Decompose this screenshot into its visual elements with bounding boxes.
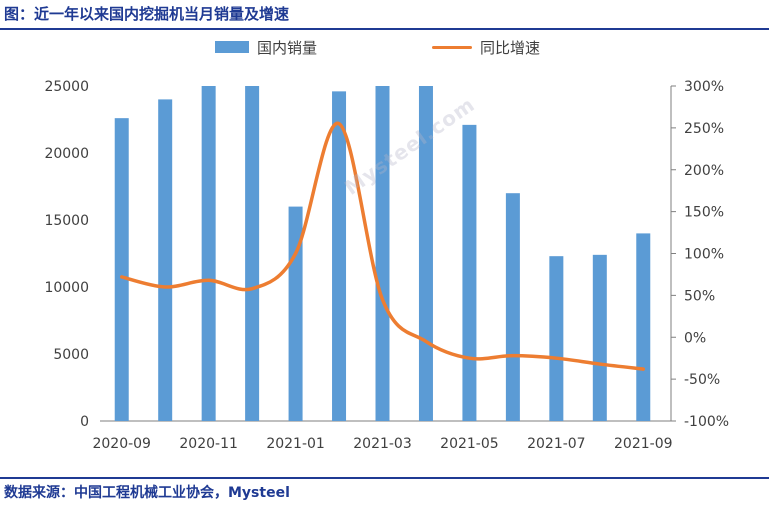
source-divider	[0, 477, 769, 479]
left-y-axis: 0 5000 10000 15000 20000 25000	[44, 79, 89, 430]
legend-bar-label: 国内销量	[257, 38, 318, 57]
x-tick-label: 2021-03	[353, 436, 412, 452]
bar-2021-06	[505, 193, 520, 421]
bar-2021-02	[332, 91, 347, 422]
bar-2020-12	[245, 86, 260, 421]
title-divider	[0, 28, 769, 30]
bar-2020-11	[201, 86, 216, 421]
chart-plot: 0 5000 10000 15000 20000 25000 -100% -50% 0% 50%…	[44, 79, 729, 452]
bar-2021-09	[636, 233, 651, 421]
x-tick-label: 2020-11	[179, 436, 238, 452]
legend-line-swatch	[432, 45, 472, 49]
x-tick-label: 2021-01	[266, 436, 325, 452]
left-y-tick-label: 5000	[53, 347, 89, 363]
bar-2020-10	[158, 99, 173, 422]
legend-item-line: 同比增速	[432, 37, 540, 57]
bar-2021-04	[418, 86, 433, 421]
right-y-tick-label: 300%	[684, 79, 724, 95]
bar-2021-08	[592, 254, 607, 421]
source-note: 数据来源：中国工程机械工业协会，Mysteel	[4, 485, 290, 501]
bar-2021-03	[375, 86, 390, 421]
growth-line	[119, 121, 646, 371]
line-series	[119, 121, 646, 371]
right-y-tick-label: 150%	[684, 205, 724, 221]
left-y-tick-label: 15000	[44, 213, 89, 229]
bar-2021-07	[549, 256, 564, 421]
legend-item-bar: 国内销量	[215, 37, 317, 57]
bar-2021-05	[462, 124, 477, 422]
chart-title: 图：近一年以来国内挖掘机当月销量及增速	[4, 5, 290, 23]
right-y-tick-label: 250%	[684, 121, 724, 137]
bar-2020-09	[114, 118, 129, 421]
x-axis: 2020-09 2020-11 2021-01 2021-03 2021-05 2021-…	[92, 420, 673, 452]
x-tick-label: 2021-05	[440, 436, 499, 452]
legend-bar-swatch	[215, 41, 249, 53]
left-y-tick-label: 10000	[44, 280, 89, 296]
right-y-tick-label: 0%	[684, 330, 706, 346]
left-y-tick-label: 25000	[44, 79, 89, 95]
right-y-tick-label: -100%	[684, 414, 729, 430]
bar-series	[114, 86, 651, 422]
x-tick-label: 2021-07	[527, 436, 586, 452]
left-y-tick-label: 0	[80, 414, 89, 430]
x-tick-label: 2020-09	[92, 436, 151, 452]
right-y-axis: -100% -50% 0% 50% 100% 150% 200% 250% 300%	[670, 79, 729, 430]
left-y-tick-label: 20000	[44, 146, 89, 162]
right-y-tick-label: 100%	[684, 247, 724, 263]
right-y-tick-label: 50%	[684, 288, 715, 304]
right-y-tick-label: -50%	[684, 372, 720, 388]
legend-line-label: 同比增速	[480, 38, 541, 57]
right-y-tick-label: 200%	[684, 163, 724, 179]
x-tick-label: 2021-09	[614, 436, 673, 452]
